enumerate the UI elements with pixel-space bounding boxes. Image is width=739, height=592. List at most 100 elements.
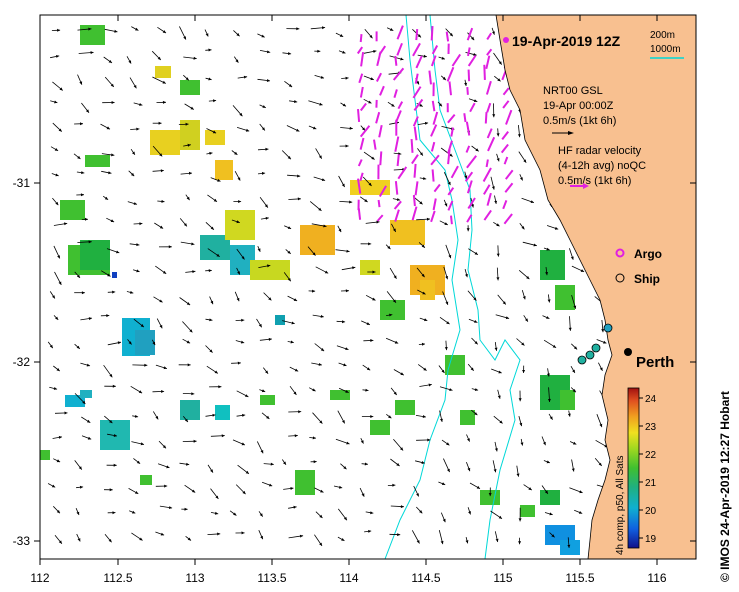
- model-arrowhead: [106, 126, 110, 130]
- model-arrowhead: [287, 278, 291, 282]
- model-arrowhead: [108, 60, 112, 63]
- model-arrowhead: [342, 103, 346, 107]
- model-arrowhead: [261, 389, 266, 393]
- model-arrowhead: [318, 363, 322, 366]
- model-arrowhead: [139, 537, 143, 541]
- radar-arrow: [466, 87, 469, 95]
- model-arrowhead: [317, 49, 321, 53]
- model-arrowhead: [554, 226, 559, 230]
- radar-arrow: [430, 154, 440, 166]
- model-arrowhead: [520, 442, 524, 446]
- model-arrowhead: [86, 363, 90, 367]
- model-arrowhead: [78, 466, 82, 470]
- model-arrowhead: [241, 318, 245, 322]
- model-arrowhead: [552, 344, 557, 348]
- model-arrowhead: [368, 100, 372, 104]
- radar-arrow: [375, 111, 381, 124]
- x-tick-label: 112: [30, 571, 49, 585]
- model-arrowhead: [193, 56, 197, 60]
- model-arrowhead: [64, 411, 68, 415]
- model-arrowhead: [56, 459, 61, 463]
- model-arrowhead: [345, 144, 349, 148]
- radar-arrow: [465, 145, 471, 153]
- model-arrowhead: [473, 297, 477, 301]
- radar-arrow: [483, 209, 492, 221]
- model-arrowhead: [522, 296, 526, 300]
- model-arrowhead: [191, 392, 195, 396]
- radar-arrow: [466, 27, 474, 41]
- radar-arrow: [358, 73, 364, 84]
- model-arrowhead: [525, 318, 528, 322]
- model-arrowhead: [345, 347, 349, 350]
- model-arrowhead: [319, 420, 323, 424]
- model-arrowhead: [442, 76, 446, 81]
- model-arrowhead: [240, 340, 245, 344]
- model-arrowhead: [294, 100, 298, 103]
- model-arrowhead: [446, 321, 450, 325]
- x-tick-label: 114.5: [411, 571, 440, 585]
- model-arrowhead: [236, 297, 240, 302]
- model-arrowhead: [438, 103, 442, 107]
- model-arrowhead: [112, 290, 116, 294]
- model-arrowhead: [551, 534, 555, 538]
- radar-arrow: [412, 116, 419, 127]
- model-arrowhead: [241, 256, 245, 260]
- radar-arrow: [486, 128, 493, 139]
- model-arrowhead: [475, 148, 479, 152]
- radar-arrow: [359, 33, 363, 43]
- model-arrowhead: [136, 269, 140, 273]
- model-arrowhead: [162, 100, 166, 104]
- model-arrowhead: [580, 269, 585, 272]
- argo-legend-icon: [615, 248, 625, 258]
- model-arrowhead: [242, 413, 246, 417]
- model-arrowhead: [421, 461, 425, 464]
- model-arrowhead: [518, 398, 522, 402]
- radar-arrow: [484, 112, 488, 124]
- radar-arrow: [503, 213, 513, 225]
- model-arrowhead: [258, 323, 262, 328]
- colorbar-label: 4h comp, p50, All Sats: [615, 455, 626, 555]
- model-arrowhead: [113, 434, 117, 437]
- model-arrowhead: [139, 222, 143, 226]
- radar-arrow: [430, 141, 436, 152]
- radar-arrow: [486, 192, 492, 206]
- model-arrowhead: [360, 440, 364, 444]
- model-arrowhead: [442, 518, 446, 523]
- plot-frame: [39, 14, 697, 560]
- model-arrowhead: [320, 489, 324, 493]
- model-arrowhead: [502, 301, 506, 305]
- model-arrowhead: [497, 395, 501, 399]
- model-arrowhead: [210, 226, 214, 230]
- radar-arrow: [396, 42, 403, 56]
- radar-arrow: [483, 184, 491, 195]
- model-arrowhead: [546, 316, 550, 319]
- model-arrowhead: [265, 370, 269, 374]
- model-arrowhead: [155, 416, 159, 420]
- land-mass: [495, 15, 696, 559]
- radar-arrow: [450, 165, 459, 179]
- model-arrowhead: [496, 158, 500, 162]
- model-arrowhead: [187, 537, 191, 541]
- model-arrowhead: [491, 186, 495, 190]
- model-arrowhead: [210, 469, 213, 473]
- model-arrowhead: [157, 56, 161, 60]
- colorbar-tick-label: 21: [645, 478, 657, 489]
- model-arrowhead: [59, 87, 63, 91]
- model-arrowhead: [239, 112, 243, 117]
- model-arrowhead: [183, 223, 187, 227]
- model-arrowhead: [184, 418, 188, 422]
- model-arrowhead: [208, 269, 212, 273]
- radar-arrow: [394, 55, 398, 66]
- model-arrowhead: [421, 273, 425, 278]
- model-arrowhead: [319, 542, 322, 546]
- radar-arrow: [377, 199, 381, 208]
- model-arrowhead: [214, 370, 218, 374]
- model-arrowhead: [352, 266, 356, 270]
- model-arrowhead: [505, 316, 510, 320]
- model-arrowhead: [144, 363, 148, 367]
- radar-legend-line2: (4-12h avg) noQC: [558, 160, 646, 172]
- model-arrowhead: [108, 539, 112, 543]
- model-arrowhead: [366, 322, 370, 325]
- model-arrowhead: [427, 438, 431, 442]
- radar-arrow: [505, 169, 514, 180]
